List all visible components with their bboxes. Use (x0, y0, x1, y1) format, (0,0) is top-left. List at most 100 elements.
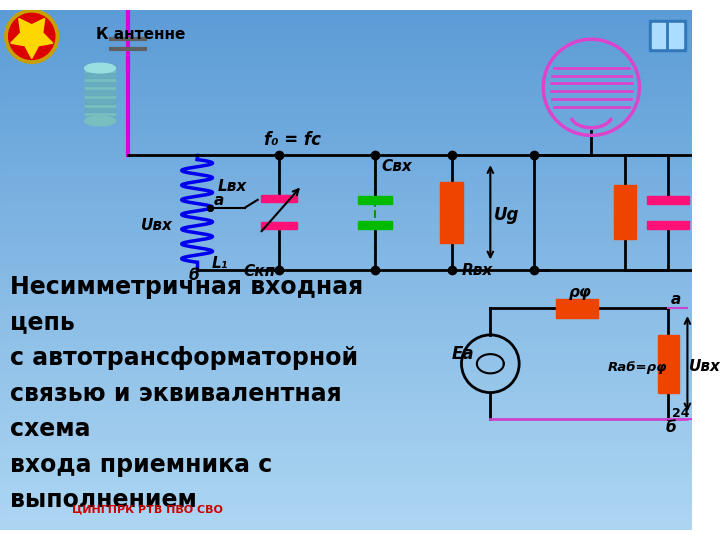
Bar (441, 181, 464, 243)
Bar (647, 221, 689, 228)
Bar (0, 477, 692, 484)
Bar (0, 262, 692, 270)
Bar (0, 301, 692, 309)
Bar (0, 353, 692, 361)
Bar (0, 406, 692, 413)
Bar (0, 347, 692, 354)
Bar (0, 36, 692, 43)
Bar (0, 275, 692, 283)
Bar (0, 399, 692, 406)
Text: Скп: Скп (243, 264, 275, 279)
Bar (0, 152, 692, 160)
Bar (0, 490, 692, 497)
Bar (0, 412, 692, 419)
Text: f₀ = fс: f₀ = fс (264, 131, 321, 149)
Bar (85, 82, 115, 86)
Bar (0, 120, 692, 127)
Text: Ug: Ug (494, 206, 520, 224)
Bar (0, 94, 692, 102)
Bar (85, 64, 115, 69)
Text: L₁: L₁ (212, 256, 228, 271)
Bar (85, 107, 115, 112)
Bar (0, 165, 692, 173)
Bar (0, 146, 692, 153)
Text: б: б (665, 421, 676, 435)
Text: входа приемника с: входа приемника с (9, 453, 272, 477)
Bar (0, 431, 692, 438)
Bar (0, 42, 692, 49)
Text: Несимметричная входная: Несимметричная входная (9, 275, 363, 299)
Bar (0, 314, 692, 322)
Bar (0, 418, 692, 426)
Bar (0, 509, 692, 517)
Bar (614, 185, 636, 239)
Bar (85, 68, 115, 121)
Text: схема: схема (9, 417, 90, 441)
Text: Eа: Eа (452, 345, 474, 363)
Bar (0, 81, 692, 88)
Bar (0, 249, 692, 257)
Bar (0, 172, 692, 179)
Bar (647, 196, 689, 204)
Bar (657, 335, 679, 393)
Bar (85, 99, 115, 104)
Text: Rаб=ρφ: Rаб=ρφ (608, 361, 667, 374)
Bar (0, 380, 692, 387)
Bar (0, 29, 692, 36)
Bar (0, 139, 692, 147)
Text: выполнением: выполнением (9, 488, 197, 512)
Bar (0, 464, 692, 471)
Bar (0, 340, 692, 348)
Bar (0, 366, 692, 374)
Bar (0, 360, 692, 367)
Bar (0, 393, 692, 400)
Text: ρφ: ρφ (570, 285, 592, 300)
Text: а: а (213, 193, 224, 207)
Bar (85, 90, 115, 95)
Bar (0, 185, 692, 192)
Bar (0, 191, 692, 199)
Bar (0, 217, 692, 225)
Bar (0, 55, 692, 62)
Bar (358, 221, 392, 228)
Bar (0, 444, 692, 452)
Bar (0, 107, 692, 114)
Bar (0, 295, 692, 302)
Text: ЦИНГПРК РТВ ПВО СВО: ЦИНГПРК РТВ ПВО СВО (72, 504, 223, 514)
Bar (0, 425, 692, 432)
Bar (0, 503, 692, 510)
Circle shape (9, 14, 55, 59)
Bar (0, 288, 692, 296)
Bar (652, 23, 683, 48)
Bar (0, 75, 692, 82)
Bar (0, 198, 692, 205)
Bar (0, 321, 692, 328)
Text: с автотрансформаторной: с автотрансформаторной (9, 346, 358, 370)
Bar (0, 256, 692, 264)
Bar (0, 334, 692, 341)
Bar (0, 16, 692, 23)
Text: связью и эквивалентная: связью и эквивалентная (9, 382, 341, 406)
Bar (649, 20, 685, 51)
Bar (0, 204, 692, 212)
Bar (0, 224, 692, 231)
Bar (85, 116, 115, 121)
Bar (261, 222, 297, 228)
Bar (0, 269, 692, 276)
Bar (0, 327, 692, 335)
Bar (0, 230, 692, 238)
Bar (0, 470, 692, 478)
Bar (0, 438, 692, 445)
Text: Uвх: Uвх (689, 360, 720, 374)
Bar (0, 62, 692, 69)
Text: К антенне: К антенне (96, 27, 186, 42)
Bar (0, 451, 692, 458)
Bar (0, 10, 692, 17)
Bar (0, 496, 692, 504)
Text: Uвх: Uвх (141, 218, 174, 233)
Bar (0, 133, 692, 140)
Text: Rвх: Rвх (462, 263, 492, 278)
Text: а: а (671, 292, 681, 307)
Bar (0, 178, 692, 186)
Bar (0, 386, 692, 393)
